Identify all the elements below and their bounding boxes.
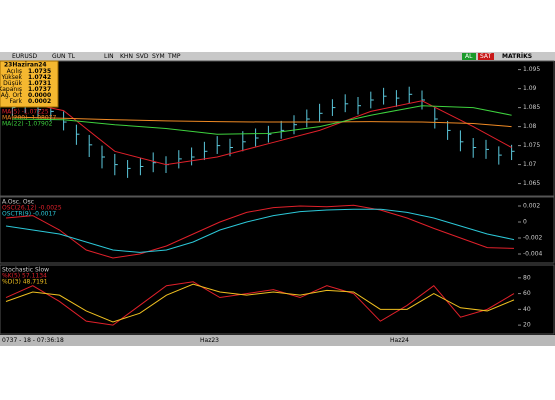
- y-tick-label: 1.075: [523, 142, 540, 149]
- y-tick-label: 40: [523, 306, 531, 313]
- buy-button[interactable]: AL: [465, 53, 473, 60]
- date-label: Haz24: [390, 337, 409, 344]
- legend-entry: MA(22) -1.07902: [2, 121, 53, 128]
- info-value: 0.0000: [28, 92, 51, 99]
- indicator-line: [5, 281, 515, 326]
- y-tick-label: 80: [523, 274, 531, 281]
- sell-button[interactable]: SAT: [480, 53, 492, 60]
- symbol[interactable]: EURUSD: [12, 53, 38, 60]
- y-tick-label: 20: [523, 322, 531, 329]
- sell-bg: [478, 53, 494, 60]
- info-label: Açılış: [7, 68, 22, 75]
- y-tick-label: -0.002: [523, 235, 543, 242]
- moving-average: [12, 105, 512, 135]
- panel-frame: [0, 60, 555, 197]
- info-value: 1.0737: [28, 86, 51, 93]
- indicator-line: [5, 208, 515, 253]
- toolbar-button[interactable]: TL: [67, 53, 76, 60]
- brand: MATRİKS: [502, 53, 532, 60]
- date-label: Haz23: [200, 337, 219, 344]
- panel-frame: [0, 196, 555, 264]
- toolbar-button[interactable]: LIN: [104, 53, 114, 60]
- info-box: [0, 60, 59, 108]
- toolbar-button[interactable]: KHN: [120, 53, 133, 60]
- buy-bg: [462, 53, 476, 60]
- legend-entry: %K(5) 57.1134: [2, 273, 47, 280]
- info-label: Yüksek: [0, 74, 22, 81]
- y-tick-label: 1.085: [523, 104, 540, 111]
- status-text: 0737 - 18 - 07:36:18: [2, 337, 64, 344]
- legend-entry: MA(200) -1.08077: [2, 115, 56, 122]
- info-label: Düşük: [3, 80, 22, 87]
- indicator-line: [5, 204, 515, 259]
- indicator-line: [5, 283, 515, 323]
- y-tick-label: 1.07: [523, 161, 537, 168]
- moving-average: [12, 116, 512, 128]
- info-label: Kapanış: [0, 86, 22, 93]
- toolbar-button[interactable]: GUN: [52, 53, 66, 60]
- status-bar: [0, 335, 555, 346]
- panel-title: A.Osc. Osc: [2, 199, 34, 206]
- y-tick-label: 0: [523, 219, 527, 226]
- info-value: 0.0002: [28, 98, 51, 105]
- panel-title: Stochastic Slow: [2, 267, 49, 274]
- y-tick-label: -0.004: [523, 251, 543, 258]
- legend-entry: %D(3) 48.7191: [2, 279, 48, 286]
- info-value: 1.0742: [28, 74, 51, 81]
- window: [0, 52, 555, 346]
- y-tick-label: 1.065: [523, 180, 540, 187]
- toolbar-button[interactable]: SVD: [136, 53, 149, 60]
- toolbar-button[interactable]: TMP: [167, 53, 181, 60]
- toolbar-button[interactable]: SYM: [152, 53, 165, 60]
- info-title: 23Haziran24: [4, 62, 47, 69]
- toolbar: [0, 52, 555, 61]
- info-value: 1.0735: [28, 68, 51, 75]
- info-value: 1.0731: [28, 80, 51, 87]
- info-label: Fark: [9, 98, 22, 105]
- y-tick-label: 0.002: [523, 203, 540, 210]
- y-tick-label: 1.095: [523, 66, 540, 73]
- y-tick-label: 60: [523, 290, 531, 297]
- legend-entry: OSC(26,12) -0.0025: [2, 205, 62, 212]
- info-label: Ağ. Ort: [1, 92, 23, 99]
- legend-entry: MA(5) -1.07225: [2, 109, 49, 116]
- y-tick-label: 1.09: [523, 85, 537, 92]
- legend-entry: OSCTR(9) -0.0017: [2, 211, 56, 218]
- moving-average: [12, 99, 512, 166]
- panel-frame: [0, 264, 555, 335]
- y-tick-label: 1.08: [523, 123, 537, 130]
